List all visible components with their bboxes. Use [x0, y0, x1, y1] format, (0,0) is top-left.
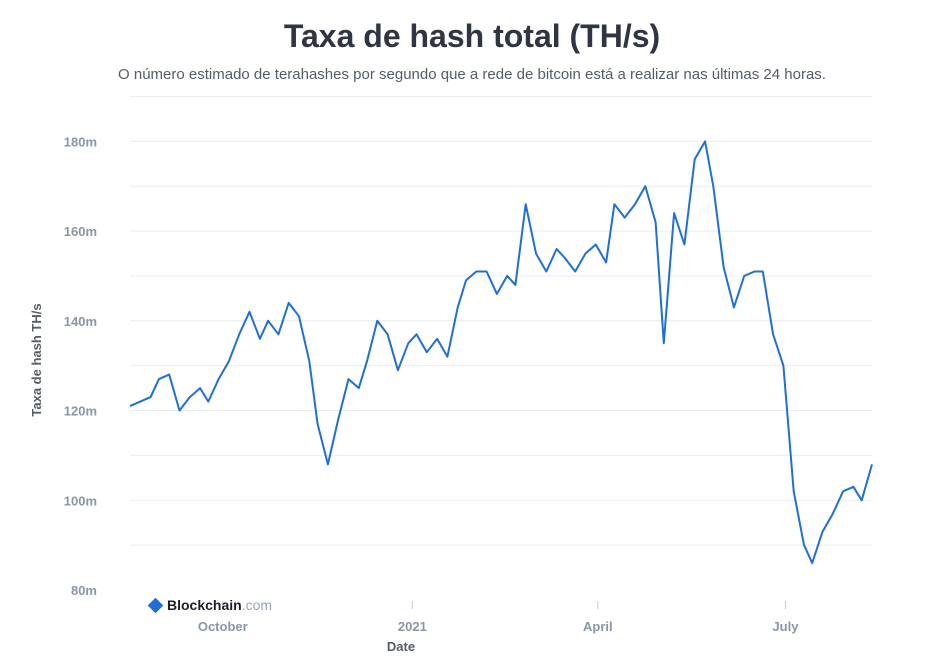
y-tick-label: 180m: [64, 134, 97, 149]
y-tick-label: 100m: [64, 493, 97, 508]
blockchain-logo-icon: [147, 597, 164, 614]
x-tick-label: April: [583, 619, 613, 634]
gridlines: [130, 95, 872, 546]
chart-subtitle: O número estimado de terahashes por segu…: [118, 66, 826, 83]
y-tick-label: 80m: [71, 583, 97, 598]
x-axis-ticks: October 2021 April July: [198, 601, 799, 634]
y-tick-label: 120m: [64, 404, 97, 419]
hashrate-line: [129, 140, 873, 565]
y-axis-title: Taxa de hash TH/s: [29, 303, 44, 416]
x-tick-label: July: [772, 619, 799, 634]
x-tick-label: 2021: [398, 619, 427, 634]
x-tick-label: October: [198, 619, 248, 634]
x-axis-title: Date: [387, 639, 415, 654]
blockchain-logo: Blockchain.com: [147, 597, 272, 614]
y-tick-label: 140m: [64, 314, 97, 329]
y-axis-ticks: 80m 100m 120m 140m 160m 180m: [64, 134, 97, 598]
chart-title: Taxa de hash total (TH/s): [283, 18, 661, 54]
y-tick-label: 160m: [64, 224, 97, 239]
